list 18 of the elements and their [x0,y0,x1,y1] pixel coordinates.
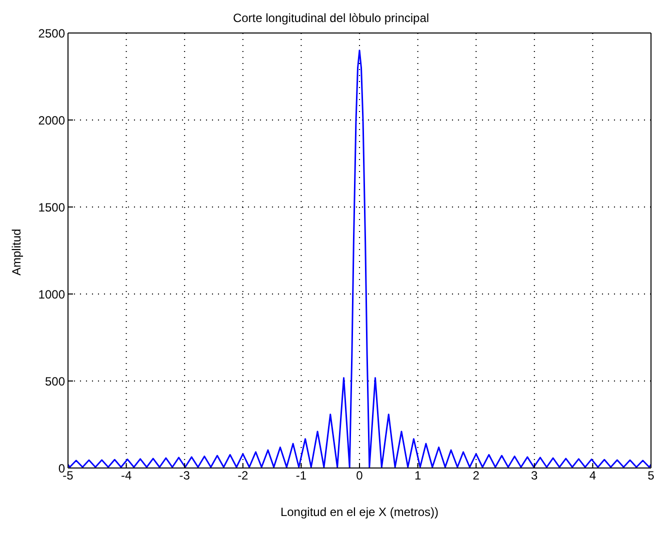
y-tick-label: 2000 [38,113,66,128]
x-tick-label: 2 [472,468,480,483]
x-tick-label: 4 [589,468,596,483]
y-axis-title: Amplitud [9,228,24,276]
x-tick-label: -2 [238,468,249,483]
y-tick-label: 1000 [38,287,66,302]
x-tick-label: -3 [179,468,190,483]
y-tick-label: 1500 [38,200,66,214]
chart-title: Corte longitudinal del lòbulo principal [232,10,430,27]
x-tick-label: 3 [531,468,538,483]
x-tick-label: -4 [120,468,132,483]
x-axis-title: Longitud en el eje X (metros)) [280,505,439,519]
x-tick-label: 1 [414,468,422,483]
x-tick-label: 0 [356,468,364,483]
x-tick-label: 5 [648,468,654,483]
x-tick-label: -1 [296,468,307,483]
y-tick-label: 500 [44,374,66,388]
y-tick-label: 2500 [38,26,66,40]
